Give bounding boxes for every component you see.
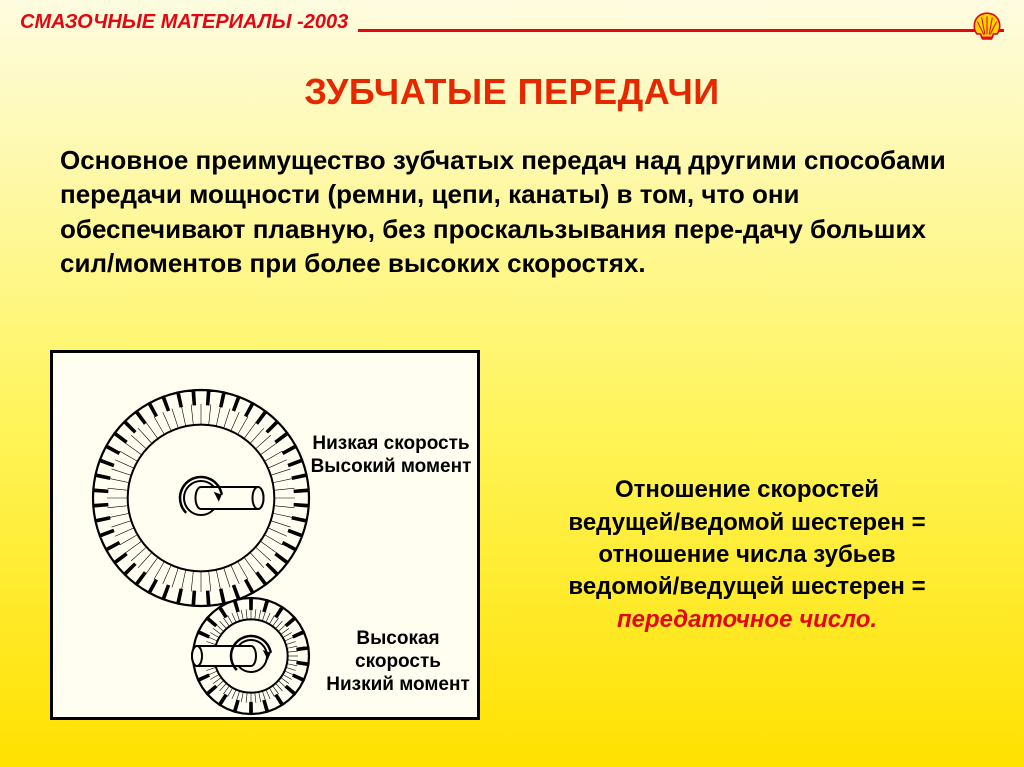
side-text: Отношение скоростей ведущей/ведомой шест…	[480, 434, 984, 636]
gear-svg	[73, 378, 333, 723]
header-rule	[358, 29, 1004, 32]
page-title: ЗУБЧАТЫЕ ПЕРЕДАЧИ	[0, 71, 1024, 113]
side-emphasis: передаточное число.	[617, 606, 877, 633]
side-line: Отношение скоростей	[615, 476, 879, 503]
label-line: Низкая скорость	[312, 433, 469, 454]
main-paragraph: Основное преимущество зубчатых передач н…	[60, 143, 974, 280]
lower-region: Низкая скорость Высокий момент Высокая с…	[0, 350, 1024, 720]
label-line: Низкий момент	[326, 674, 470, 695]
side-line: ведомой/ведущей шестерен =	[568, 573, 925, 600]
shell-logo-icon	[970, 10, 1004, 44]
header-title: СМАЗОЧНЫЕ МАТЕРИАЛЫ -2003	[20, 11, 348, 36]
gear-diagram: Низкая скорость Высокий момент Высокая с…	[50, 350, 480, 720]
label-line: Высокая скорость	[355, 628, 441, 672]
label-high-speed: Высокая скорость Низкий момент	[313, 628, 483, 696]
label-line: Высокий момент	[311, 456, 472, 477]
label-low-speed: Низкая скорость Высокий момент	[301, 433, 481, 479]
header-bar: СМАЗОЧНЫЕ МАТЕРИАЛЫ -2003	[0, 0, 1024, 36]
side-line: отношение числа зубьев	[598, 541, 895, 568]
side-line: ведущей/ведомой шестерен =	[568, 509, 925, 536]
